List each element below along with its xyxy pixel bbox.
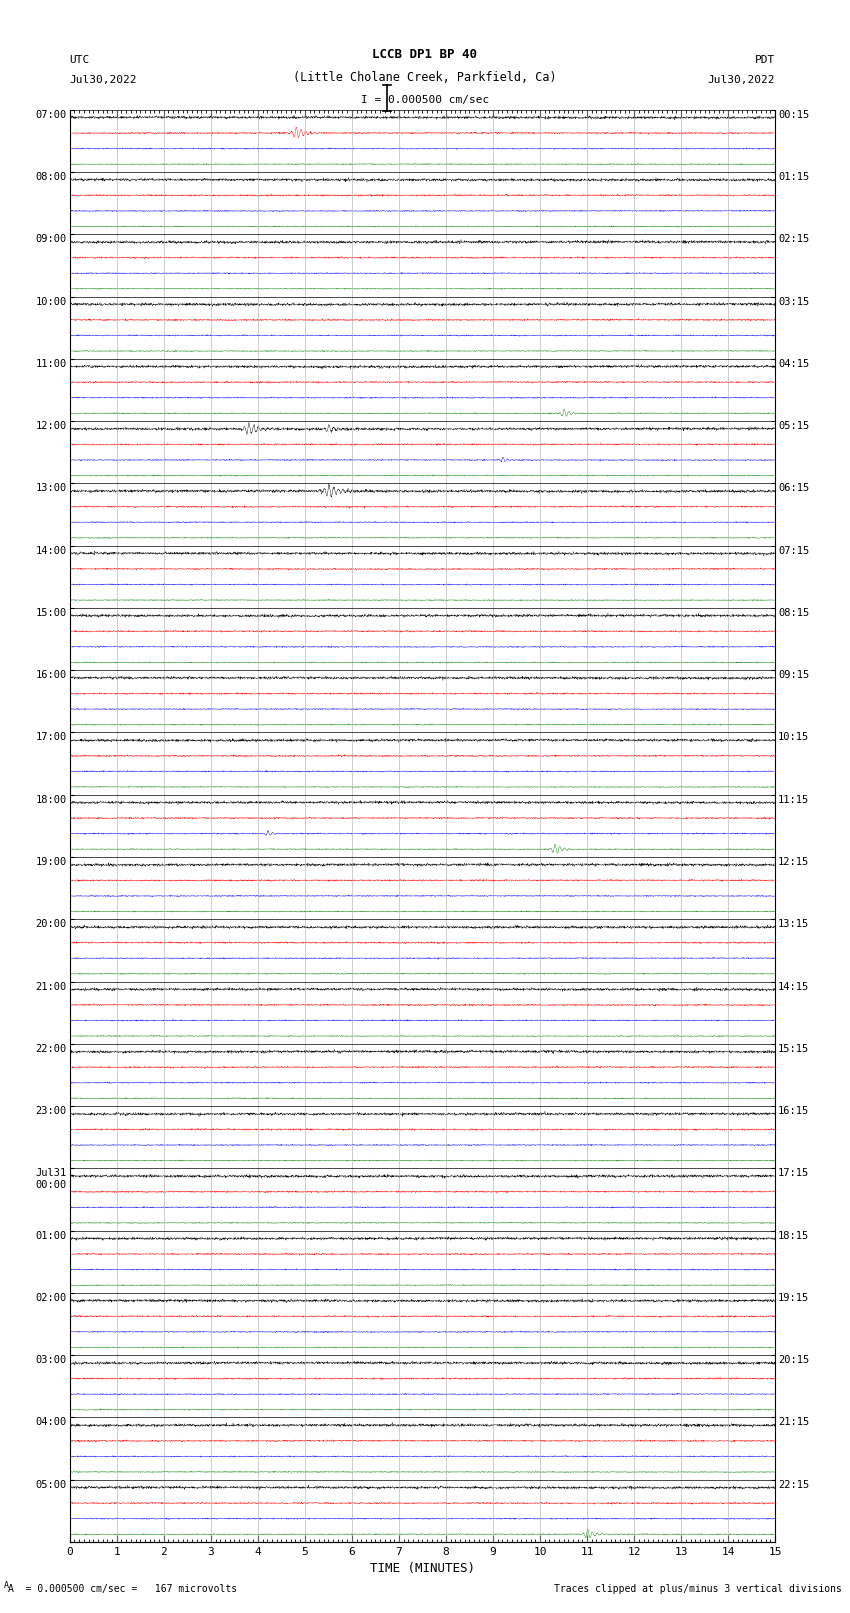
Text: A: A — [4, 1581, 9, 1590]
Text: (Little Cholane Creek, Parkfield, Ca): (Little Cholane Creek, Parkfield, Ca) — [293, 71, 557, 84]
Text: I = 0.000500 cm/sec: I = 0.000500 cm/sec — [361, 95, 489, 105]
Text: A  = 0.000500 cm/sec =   167 microvolts: A = 0.000500 cm/sec = 167 microvolts — [8, 1584, 238, 1594]
Text: LCCB DP1 BP 40: LCCB DP1 BP 40 — [372, 48, 478, 61]
Text: Traces clipped at plus/minus 3 vertical divisions: Traces clipped at plus/minus 3 vertical … — [553, 1584, 842, 1594]
Text: UTC: UTC — [70, 55, 90, 65]
Text: PDT: PDT — [755, 55, 775, 65]
Text: Jul30,2022: Jul30,2022 — [708, 76, 775, 85]
Text: Jul30,2022: Jul30,2022 — [70, 76, 137, 85]
X-axis label: TIME (MINUTES): TIME (MINUTES) — [370, 1563, 475, 1576]
